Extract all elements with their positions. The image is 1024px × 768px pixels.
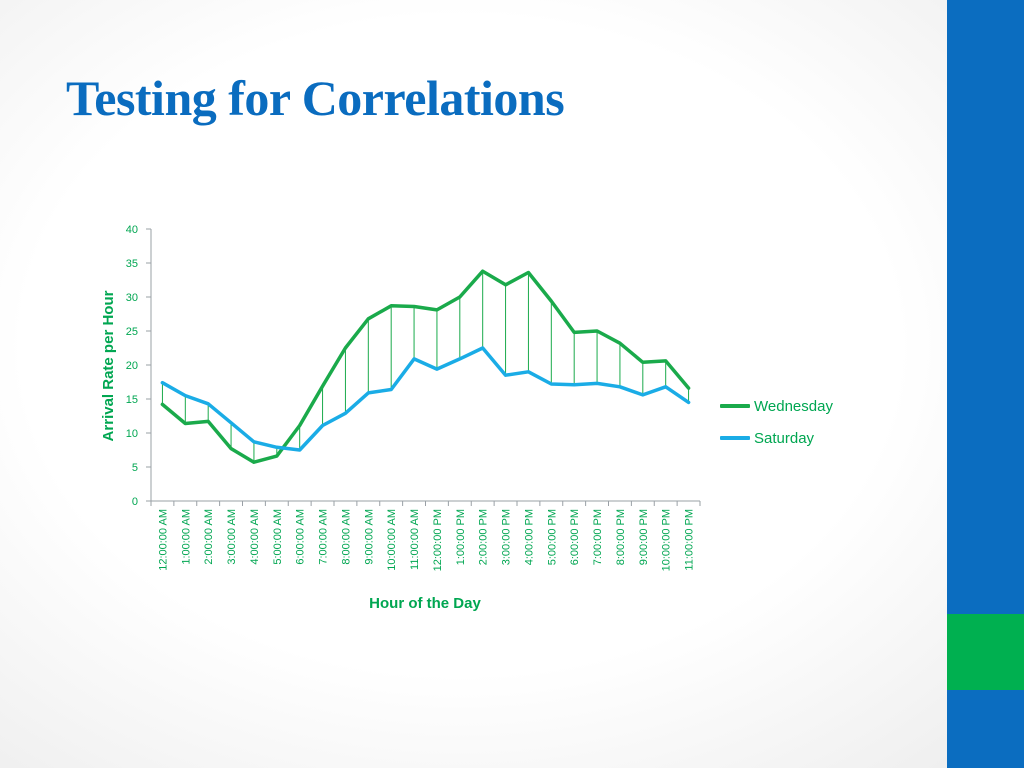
x-tick-label: 11:00:00 PM <box>684 509 696 571</box>
x-tick-label: 6:00:00 PM <box>569 509 581 565</box>
y-axis-title: Arrival Rate per Hour <box>100 290 117 441</box>
series-line-saturday <box>160 346 691 452</box>
x-tick-label: 3:00:00 AM <box>226 509 238 565</box>
x-tick-label: 10:00:00 PM <box>661 509 673 571</box>
y-tick-label: 0 <box>132 496 138 508</box>
drop-lines <box>161 271 690 463</box>
x-tick-label: 4:00:00 PM <box>523 509 535 565</box>
legend-item-saturday: Saturday <box>720 426 814 450</box>
x-tick-label: 1:00:00 PM <box>455 509 467 565</box>
x-tick-label: 5:00:00 AM <box>272 509 284 565</box>
series-line-wednesday <box>160 269 691 464</box>
slide-title: Testing for Correlations <box>66 70 565 126</box>
legend-item-wednesday: Wednesday <box>720 394 833 418</box>
x-tick-label: 12:00:00 AM <box>157 509 169 571</box>
y-tick-label: 30 <box>126 292 138 304</box>
chart-axes <box>146 228 701 506</box>
y-tick-label: 20 <box>126 360 138 372</box>
x-tick-label: 5:00:00 PM <box>546 509 558 565</box>
x-tick-label: 12:00:00 PM <box>432 509 444 571</box>
x-tick-label: 2:00:00 AM <box>203 509 215 565</box>
legend-swatch-saturday <box>720 436 750 440</box>
series-lines <box>160 269 691 464</box>
x-axis-title: Hour of the Day <box>369 595 481 612</box>
legend-label-wednesday: Wednesday <box>754 397 833 415</box>
x-tick-label: 3:00:00 PM <box>501 509 513 565</box>
x-tick-label: 4:00:00 AM <box>249 509 261 565</box>
x-tick-label: 8:00:00 AM <box>340 509 352 565</box>
x-tick-label: 8:00:00 PM <box>615 509 627 565</box>
x-tick-label: 10:00:00 AM <box>386 509 398 571</box>
y-tick-label: 35 <box>126 258 138 270</box>
x-tick-label: 6:00:00 AM <box>295 509 307 565</box>
x-tick-label: 1:00:00 AM <box>180 509 192 565</box>
y-tick-label: 15 <box>126 394 138 406</box>
y-tick-label: 10 <box>126 428 138 440</box>
x-tick-label: 11:00:00 AM <box>409 509 421 570</box>
tick-labels: 0 5 10 15 20 25 30 35 40 12:00:00 AM 1:00:00 AM 2:0… <box>126 224 696 571</box>
side-bar-accent <box>947 614 1024 690</box>
x-tick-label: 7:00:00 AM <box>318 509 330 565</box>
y-tick-label: 40 <box>126 224 138 236</box>
x-tick-label: 2:00:00 PM <box>478 509 490 565</box>
x-tick-label: 7:00:00 PM <box>592 509 604 565</box>
legend-swatch-wednesday <box>720 404 750 408</box>
x-tick-label: 9:00:00 PM <box>638 509 650 565</box>
y-tick-label: 25 <box>126 326 138 338</box>
x-tick-label: 9:00:00 AM <box>363 509 375 565</box>
y-tick-label: 5 <box>132 462 138 474</box>
legend-label-saturday: Saturday <box>754 429 815 447</box>
